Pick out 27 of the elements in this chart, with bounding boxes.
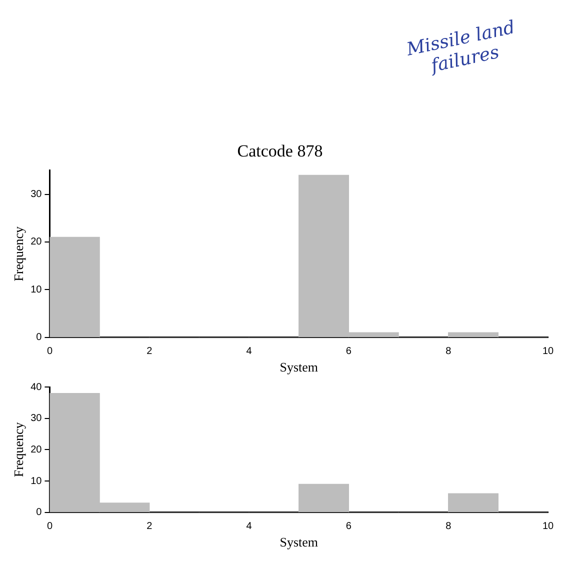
x-tick-label: 6 [346, 521, 352, 532]
x-axis-title: System [280, 360, 318, 375]
x-tick-label: 0 [46, 521, 53, 532]
y-tick-label: 30 [30, 413, 42, 424]
x-axis-title: System [280, 534, 318, 550]
y-tick-label: 10 [30, 476, 42, 487]
x-tick-label: 0 [46, 346, 53, 358]
y-tick-label: 40 [30, 382, 42, 393]
x-tick-label: 10 [542, 346, 554, 358]
y-tick-label: 10 [30, 284, 42, 296]
y-tick-label: 30 [30, 189, 42, 200]
y-tick-label: 20 [30, 236, 42, 248]
x-tick-label: 4 [246, 346, 252, 358]
y-axis-title: Frequency [11, 422, 26, 478]
y-tick-label: 20 [30, 444, 42, 456]
x-tick-label: 8 [446, 521, 452, 532]
x-tick-label: 8 [446, 346, 452, 358]
x-tick-label: 10 [542, 521, 554, 532]
x-tick-label: 4 [246, 521, 252, 532]
x-tick-label: 6 [346, 346, 352, 358]
x-tick-label: 2 [146, 521, 153, 532]
y-axis-title: Frequency [11, 226, 26, 282]
y-tick-label: 0 [36, 507, 42, 518]
y-tick-label: 0 [36, 332, 42, 344]
text: Missile land failures [404, 16, 518, 79]
chart-title: Catcode 878 [237, 142, 323, 161]
x-tick-label: 2 [146, 346, 153, 358]
